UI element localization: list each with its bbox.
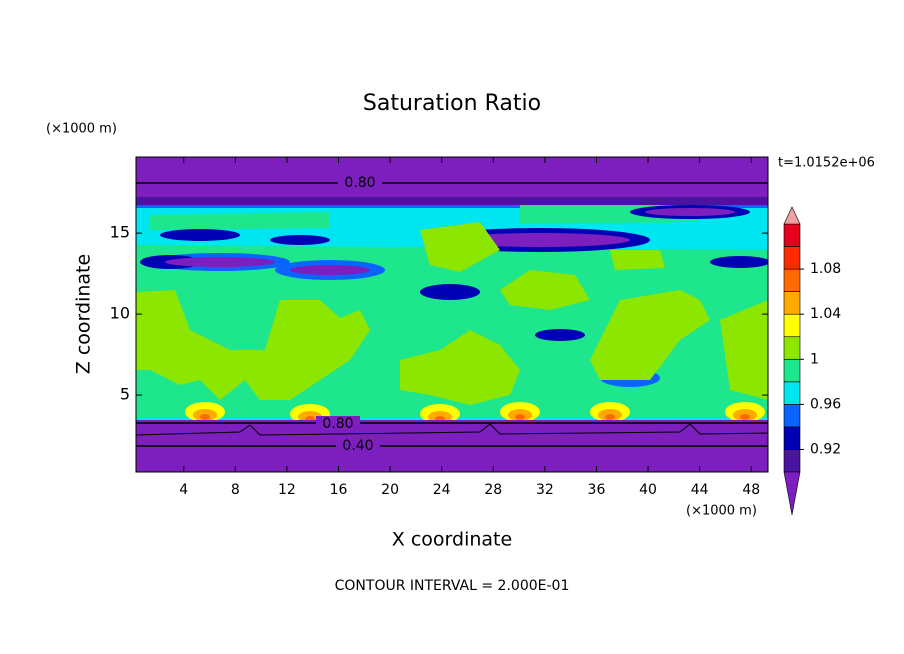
colorbar-band: [783, 358, 801, 383]
field-region: [400, 222, 768, 405]
field-region: [136, 197, 768, 205]
contour-label-bg: [316, 416, 360, 432]
y-tick-label: 15: [110, 223, 130, 242]
colorbar-band: [783, 336, 801, 360]
colorbar-over: [783, 206, 801, 225]
chart-title: Saturation Ratio: [363, 91, 541, 116]
colorbar-band: [783, 449, 801, 473]
x-tick-label: 20: [381, 482, 399, 498]
field-blob: [200, 414, 210, 420]
y-axis-label: Z coordinate: [73, 254, 95, 374]
x-tick-label: 32: [536, 482, 554, 498]
x-tick-label: 40: [639, 482, 657, 498]
field-blob: [605, 414, 615, 420]
field-blob: [290, 265, 370, 275]
x-tick-label: 4: [179, 482, 188, 498]
field-blob: [515, 414, 525, 420]
contour-label: 0.40: [342, 438, 373, 454]
colorbar-band: [783, 381, 801, 405]
contour-label-bg: [338, 175, 382, 191]
x-tick-label: 48: [742, 482, 760, 498]
colorbar-under: [783, 471, 801, 516]
colorbar-band: [783, 246, 801, 270]
contour-label-bg: [336, 438, 380, 454]
x-axis-label: X coordinate: [392, 529, 512, 551]
y-tick-label: 5: [120, 385, 130, 404]
x-tick-label: 8: [231, 482, 240, 498]
colorbar-band: [783, 223, 801, 247]
x-tick-label: 24: [433, 482, 451, 498]
contour-label: 0.80: [344, 175, 375, 191]
field-blob: [535, 329, 585, 341]
field-blob: [165, 257, 275, 267]
field-region: [136, 290, 370, 400]
x-tick-label: 36: [588, 482, 606, 498]
y-unit: (×1000 m): [46, 122, 117, 137]
field-blob: [420, 284, 480, 300]
colorbar-band: [783, 404, 801, 428]
colorbar-tick-label: 1.08: [810, 261, 841, 277]
colorbar-tick-label: 0.92: [810, 441, 841, 457]
x-tick-label: 44: [691, 482, 709, 498]
colorbar-tick-label: 1.04: [810, 306, 841, 322]
contour-label: 0.80: [322, 416, 353, 432]
footnote: CONTOUR INTERVAL = 2.000E-01: [335, 578, 570, 594]
field-blob: [645, 208, 735, 216]
field-blob: [710, 256, 768, 268]
colorbar-tick-label: 0.96: [810, 396, 841, 412]
x-unit: (×1000 m): [686, 504, 757, 519]
field-region: [136, 157, 768, 197]
field: 0.80 0.80 0.40: [136, 157, 768, 472]
y-tick-label: 10: [110, 304, 130, 323]
colorbar-band: [783, 313, 801, 338]
field-blob: [160, 229, 240, 241]
x-tick-label: 12: [278, 482, 296, 498]
x-tick-label: 16: [330, 482, 348, 498]
colorbar-tick-label: 1: [810, 351, 819, 367]
colorbar-band: [783, 426, 801, 450]
time-label: t=1.0152e+06: [778, 156, 875, 171]
colorbar-band: [783, 291, 801, 315]
contour-line: [136, 423, 768, 436]
colorbar-band: [783, 268, 801, 292]
x-tick-label: 28: [484, 482, 502, 498]
field-region: [150, 205, 700, 230]
field-blob: [270, 235, 330, 245]
field-blob: [740, 414, 750, 420]
